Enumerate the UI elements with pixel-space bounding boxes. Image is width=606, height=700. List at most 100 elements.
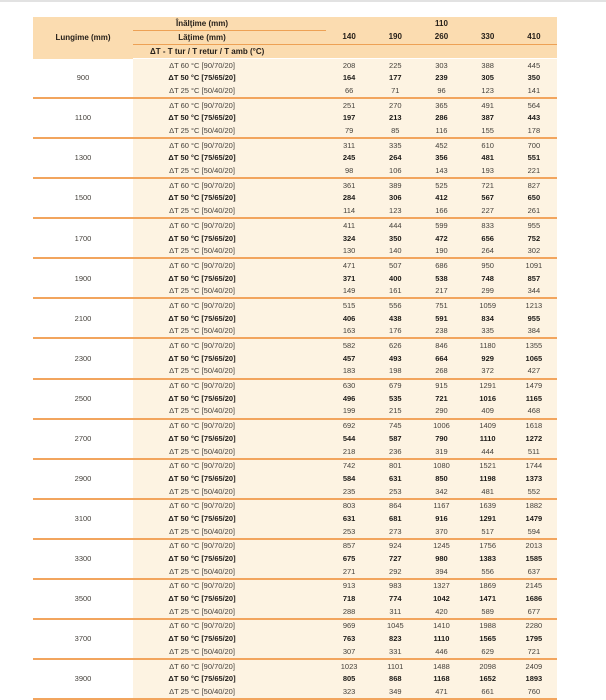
value-cell: 400 bbox=[372, 272, 419, 285]
value-cell: 468 bbox=[510, 404, 557, 420]
value-cell: 823 bbox=[372, 632, 419, 646]
value-cell: 457 bbox=[326, 352, 373, 365]
value-cell: 420 bbox=[418, 605, 465, 620]
value-cell: 834 bbox=[464, 312, 511, 325]
value-cell: 2098 bbox=[464, 658, 511, 673]
header-row-latime: Lăţime (mm) 140 190 260 330 410 bbox=[33, 30, 557, 45]
value-cell: 556 bbox=[464, 565, 511, 580]
value-cell: 589 bbox=[464, 605, 511, 620]
value-cell: 955 bbox=[510, 218, 557, 232]
row-label: ΔT 60 °C [90/70/20] bbox=[133, 658, 327, 673]
value-cell: 700 bbox=[510, 138, 557, 152]
row-label: ΔT 25 °C [50/40/20] bbox=[133, 204, 327, 220]
value-cell: 686 bbox=[418, 258, 465, 272]
row-label: ΔT 60 °C [90/70/20] bbox=[133, 418, 327, 433]
value-cell: 675 bbox=[326, 552, 373, 566]
row-label: ΔT 25 °C [50/40/20] bbox=[133, 164, 327, 180]
value-cell: 1180 bbox=[464, 338, 511, 353]
value-cell: 1059 bbox=[464, 298, 511, 313]
value-cell: 748 bbox=[464, 272, 511, 285]
row-label: ΔT 60 °C [90/70/20] bbox=[133, 298, 327, 313]
row-label: ΔT 60 °C [90/70/20] bbox=[133, 178, 327, 192]
header-row-inaltime: Lungime (mm) Înălţime (mm) 110 bbox=[33, 17, 557, 59]
value-cell: 544 bbox=[326, 432, 373, 445]
value-cell: 264 bbox=[464, 244, 511, 260]
value-cell: 535 bbox=[372, 392, 419, 405]
value-cell: 271 bbox=[326, 565, 373, 580]
value-cell: 745 bbox=[372, 418, 419, 433]
value-cell: 213 bbox=[372, 111, 419, 125]
row-label: ΔT 25 °C [50/40/20] bbox=[133, 404, 327, 420]
value-cell: 471 bbox=[418, 685, 465, 700]
value-cell: 681 bbox=[372, 512, 419, 526]
value-cell: 218 bbox=[326, 444, 373, 460]
value-cell: 123 bbox=[464, 84, 511, 100]
value-cell: 177 bbox=[372, 71, 419, 85]
table-row-2900-dt25: ΔT 25 °C [50/40/20] 235 253 342 481 552 bbox=[33, 485, 557, 500]
table-row-3700-dt60: 3700 ΔT 60 °C [90/70/20] 969 1045 1410 1988 22… bbox=[33, 618, 557, 660]
value-cell: 916 bbox=[418, 512, 465, 526]
value-cell: 827 bbox=[510, 178, 557, 192]
table-row-1100-dt60: 1100 ΔT 60 °C [90/70/20] 251 270 365 491 564 bbox=[33, 98, 557, 140]
header-width-190: 190 bbox=[372, 30, 419, 45]
value-cell: 123 bbox=[372, 204, 419, 220]
value-cell: 752 bbox=[510, 231, 557, 245]
value-cell: 1006 bbox=[418, 418, 465, 433]
value-cell: 238 bbox=[418, 324, 465, 340]
value-cell: 98 bbox=[326, 164, 373, 180]
value-cell: 176 bbox=[372, 324, 419, 340]
value-cell: 452 bbox=[418, 138, 465, 152]
value-cell: 350 bbox=[372, 231, 419, 245]
row-label: ΔT 25 °C [50/40/20] bbox=[133, 124, 327, 140]
value-cell: 288 bbox=[326, 605, 373, 620]
value-cell: 774 bbox=[372, 592, 419, 606]
value-cell: 656 bbox=[464, 231, 511, 245]
value-cell: 193 bbox=[464, 164, 511, 180]
value-cell: 106 bbox=[372, 164, 419, 180]
value-cell: 721 bbox=[464, 178, 511, 192]
value-cell: 253 bbox=[326, 525, 373, 540]
row-label: ΔT 50 °C [75/65/20] bbox=[133, 231, 327, 245]
value-cell: 567 bbox=[464, 191, 511, 205]
value-cell: 1488 bbox=[418, 658, 465, 673]
lungime-cell: 3700 bbox=[33, 618, 133, 660]
value-cell: 582 bbox=[326, 338, 373, 353]
lungime-cell: 1100 bbox=[33, 98, 133, 140]
value-cell: 650 bbox=[510, 191, 557, 205]
value-cell: 245 bbox=[326, 151, 373, 165]
value-cell: 857 bbox=[326, 538, 373, 553]
value-cell: 438 bbox=[372, 312, 419, 325]
row-label: ΔT 60 °C [90/70/20] bbox=[133, 58, 327, 72]
value-cell: 591 bbox=[418, 312, 465, 325]
value-cell: 387 bbox=[464, 111, 511, 125]
value-cell: 221 bbox=[510, 164, 557, 180]
value-cell: 751 bbox=[418, 298, 465, 313]
table-body: 900 ΔT 60 °C [90/70/20] 208 225 303 388 445 ΔT … bbox=[33, 58, 557, 700]
value-cell: 163 bbox=[326, 324, 373, 340]
value-cell: 1165 bbox=[510, 392, 557, 405]
value-cell: 472 bbox=[418, 231, 465, 245]
value-cell: 525 bbox=[418, 178, 465, 192]
value-cell: 178 bbox=[510, 124, 557, 140]
lungime-cell: 1700 bbox=[33, 218, 133, 260]
value-cell: 868 bbox=[372, 672, 419, 686]
value-cell: 71 bbox=[372, 84, 419, 100]
value-cell: 361 bbox=[326, 178, 373, 192]
value-cell: 445 bbox=[510, 58, 557, 72]
value-cell: 273 bbox=[372, 525, 419, 540]
table-row-1500-dt60: 1500 ΔT 60 °C [90/70/20] 361 389 525 721 827 bbox=[33, 178, 557, 220]
value-cell: 306 bbox=[372, 191, 419, 205]
header-row-dt: ΔT - T tur / T retur / T amb (°C) bbox=[33, 44, 557, 59]
table-row-2300-dt25: ΔT 25 °C [50/40/20] 183 198 268 372 427 bbox=[33, 364, 557, 380]
value-cell: 864 bbox=[372, 498, 419, 513]
value-cell: 481 bbox=[464, 485, 511, 500]
header-inaltime-label: Înălţime (mm) bbox=[133, 17, 327, 31]
value-cell: 389 bbox=[372, 178, 419, 192]
value-cell: 1101 bbox=[372, 658, 419, 673]
value-cell: 85 bbox=[372, 124, 419, 140]
table-row-1900-dt25: ΔT 25 °C [50/40/20] 149 161 217 299 344 bbox=[33, 284, 557, 300]
table-row-3900-dt60: 3900 ΔT 60 °C [90/70/20] 1023 1101 1488 2098 2… bbox=[33, 658, 557, 700]
value-cell: 584 bbox=[326, 472, 373, 485]
value-cell: 164 bbox=[326, 71, 373, 85]
value-cell: 208 bbox=[326, 58, 373, 72]
